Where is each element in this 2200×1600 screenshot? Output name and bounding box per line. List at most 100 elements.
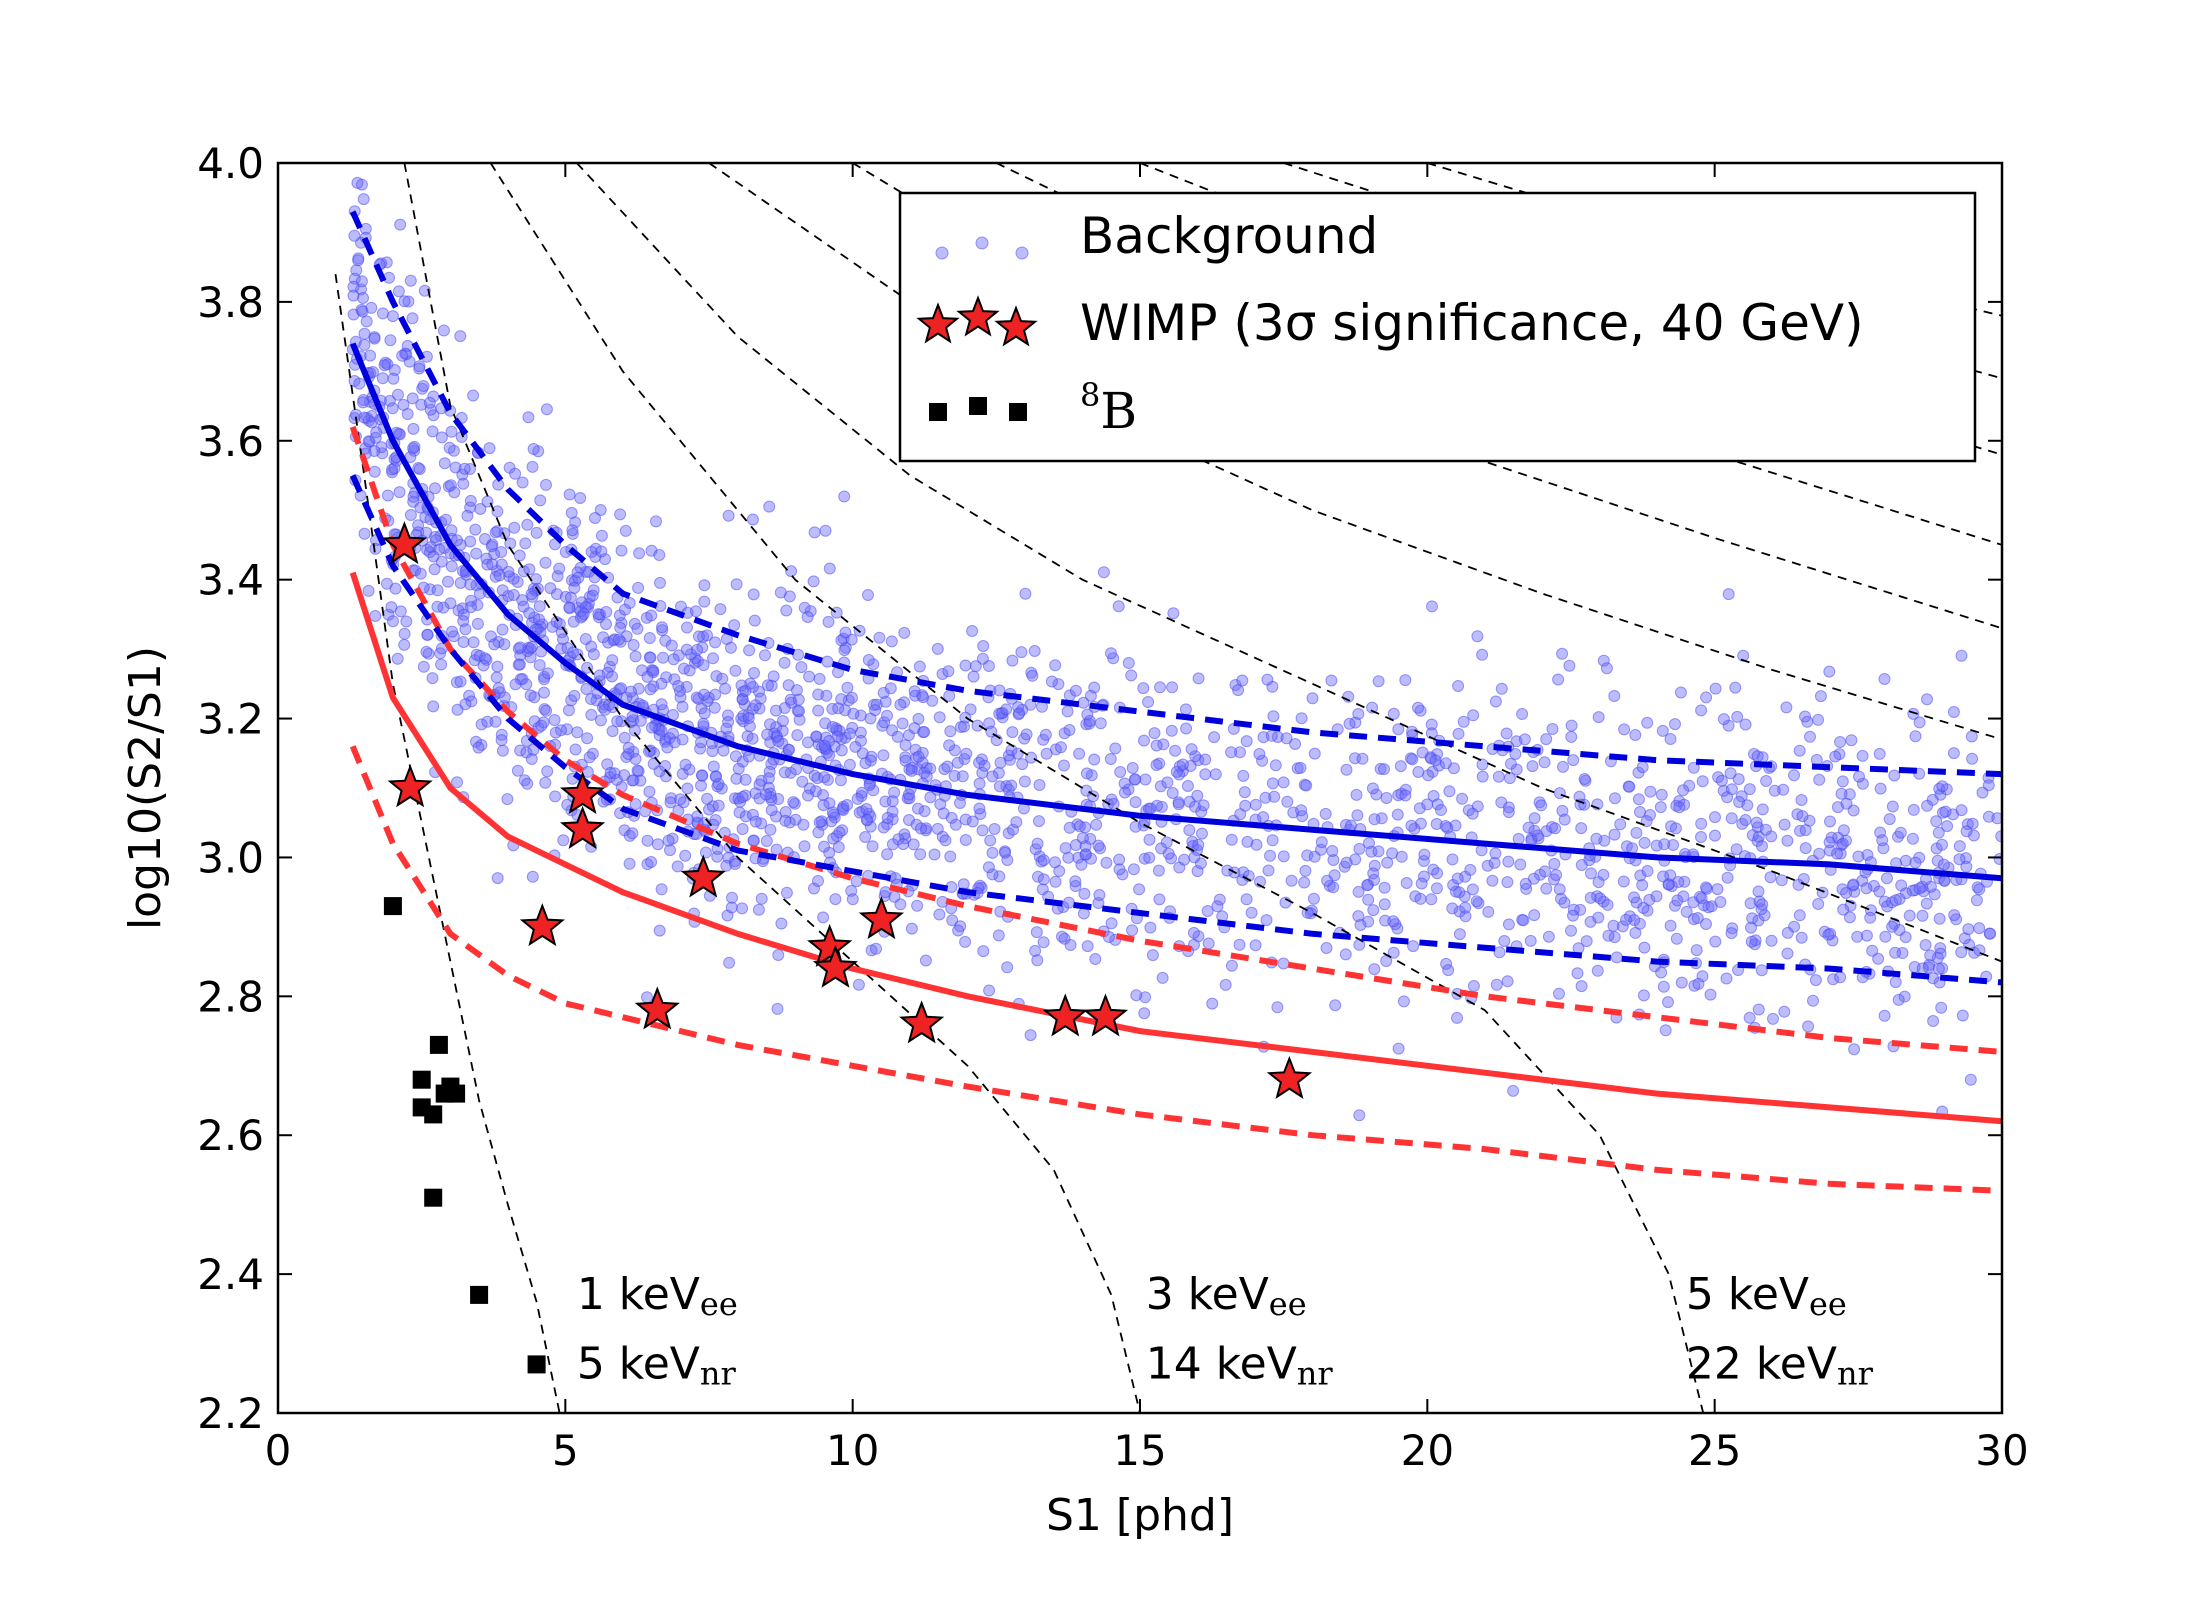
background-point: [386, 402, 399, 415]
background-point: [585, 693, 597, 705]
background-point: [1191, 789, 1204, 802]
background-point: [1037, 854, 1050, 867]
background-point: [969, 660, 982, 673]
background-point: [1755, 964, 1768, 977]
background-point: [1764, 871, 1777, 884]
background-point: [1294, 761, 1307, 774]
background-point: [1058, 759, 1070, 772]
background-point: [698, 688, 711, 701]
background-point: [502, 565, 515, 578]
background-point: [902, 788, 915, 801]
background-point: [1601, 898, 1614, 911]
background-point: [1695, 704, 1708, 717]
background-point: [1188, 851, 1201, 864]
background-point: [1078, 887, 1091, 900]
background-point: [827, 832, 840, 845]
background-point: [676, 700, 689, 713]
background-point: [1219, 978, 1232, 991]
background-point: [819, 717, 832, 730]
background-point: [1161, 776, 1174, 789]
background-point: [665, 792, 677, 805]
background-point: [467, 636, 480, 649]
background-point: [1700, 881, 1712, 894]
background-point: [501, 793, 514, 806]
x-axis-label: S1 [phd]: [1046, 1490, 1234, 1541]
background-point: [521, 518, 534, 531]
background-point: [1232, 684, 1245, 697]
background-point: [507, 589, 520, 601]
background-point: [1879, 930, 1892, 943]
background-point: [1238, 786, 1251, 799]
background-point: [668, 736, 681, 749]
background-point: [1809, 974, 1822, 987]
background-point: [1673, 801, 1686, 814]
background-point: [1881, 872, 1893, 885]
background-point: [1872, 952, 1885, 965]
background-point: [753, 778, 766, 791]
background-point: [859, 831, 872, 843]
background-point: [1687, 761, 1700, 774]
background-point: [451, 776, 463, 789]
background-point: [1466, 807, 1479, 820]
background-point: [1399, 674, 1412, 687]
background-point: [579, 633, 592, 645]
background-point: [959, 659, 972, 672]
background-point: [999, 846, 1012, 859]
background-point: [986, 846, 999, 859]
background-point: [413, 362, 426, 375]
background-point: [1405, 819, 1418, 832]
background-point: [742, 712, 755, 724]
background-point: [1984, 927, 1997, 940]
background-point: [1680, 905, 1693, 918]
background-point: [1280, 732, 1293, 745]
background-point: [1889, 894, 1902, 907]
background-point: [1947, 747, 1960, 760]
background-point: [1799, 842, 1812, 855]
background-point: [1756, 898, 1769, 911]
background-point: [1851, 930, 1864, 943]
background-point: [406, 312, 419, 325]
background-point: [671, 860, 684, 873]
background-point: [826, 806, 839, 819]
background-point: [911, 899, 924, 912]
background-point: [1225, 746, 1238, 759]
background-point: [993, 780, 1006, 793]
background-point: [457, 477, 470, 490]
background-point: [792, 693, 805, 706]
background-point: [1011, 747, 1024, 760]
background-point: [1209, 768, 1222, 781]
background-point: [1834, 971, 1847, 984]
background-point: [569, 743, 582, 756]
background-point: [954, 797, 966, 809]
background-point: [933, 711, 946, 724]
background-point: [1837, 903, 1850, 916]
background-point: [414, 567, 427, 580]
background-point: [1792, 878, 1805, 891]
background-point: [553, 562, 566, 575]
background-point: [748, 667, 760, 679]
background-point: [983, 984, 996, 997]
background-point: [464, 494, 477, 507]
background-point: [1418, 870, 1430, 883]
background-point: [1028, 645, 1041, 657]
background-point: [679, 758, 692, 771]
background-point: [667, 653, 680, 666]
background-point: [618, 731, 631, 744]
background-point: [1394, 760, 1407, 773]
background-point: [1399, 789, 1412, 802]
background-point: [854, 709, 867, 722]
background-point: [356, 305, 369, 318]
background-point: [1019, 587, 1032, 600]
background-point: [438, 457, 451, 470]
background-point: [898, 626, 911, 639]
background-point: [1260, 914, 1273, 927]
background-point: [739, 684, 752, 697]
background-point: [1813, 847, 1826, 860]
background-point: [1641, 716, 1654, 729]
legend-b8-marker: [969, 397, 987, 415]
background-point: [852, 978, 865, 991]
background-point: [928, 848, 941, 861]
background-point: [368, 332, 381, 345]
background-point: [493, 569, 506, 582]
background-point: [444, 597, 457, 610]
